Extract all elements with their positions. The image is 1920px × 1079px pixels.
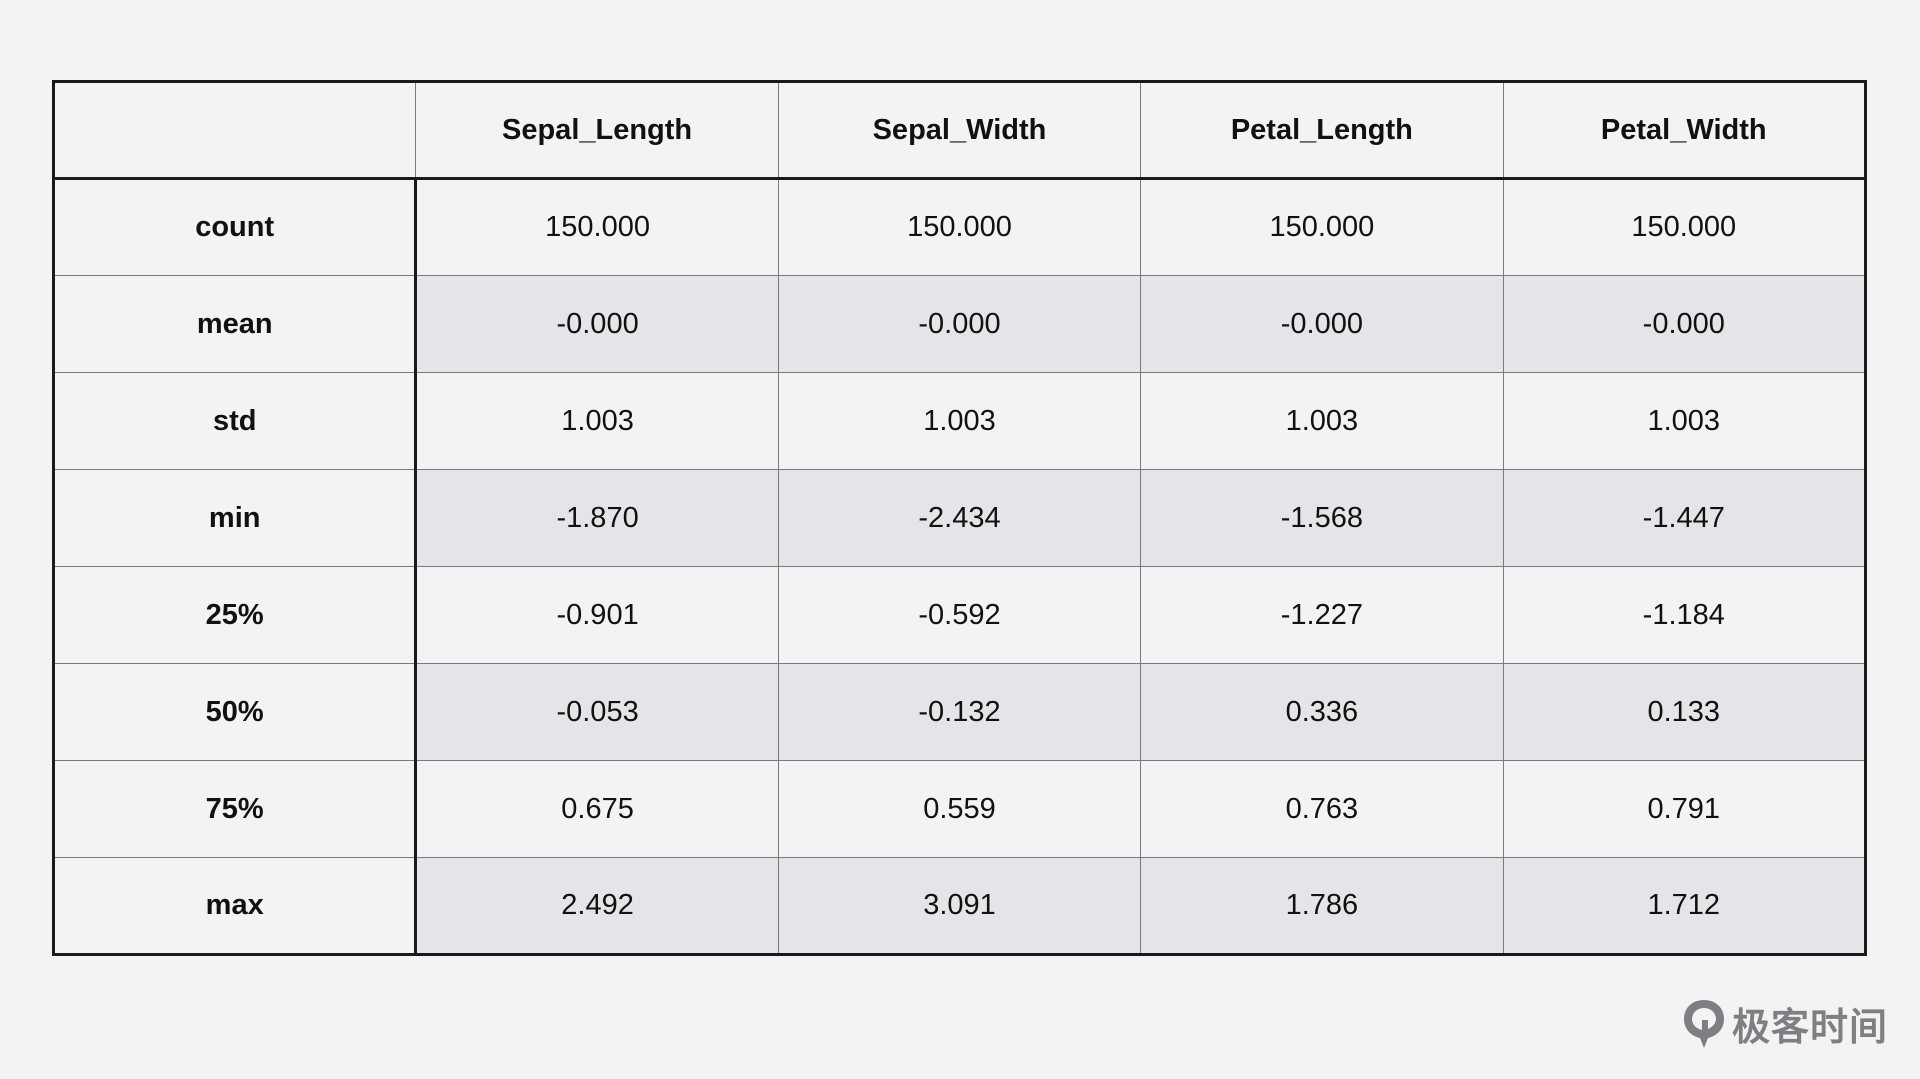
table-row: count 150.000 150.000 150.000 150.000 [53, 178, 1866, 276]
table-cell: -2.434 [777, 469, 1142, 567]
table-row: std 1.003 1.003 1.003 1.003 [53, 372, 1866, 470]
row-label-mean: mean [53, 275, 418, 373]
table-row: mean -0.000 -0.000 -0.000 -0.000 [53, 275, 1866, 373]
table-cell: -1.184 [1502, 566, 1866, 664]
table-cell: 3.091 [777, 857, 1142, 955]
table-row: 25% -0.901 -0.592 -1.227 -1.184 [53, 566, 1866, 664]
table-cell: 0.559 [777, 760, 1142, 858]
corner-cell [52, 81, 417, 180]
table-cell: 1.003 [415, 372, 779, 470]
table-cell: -1.227 [1140, 566, 1504, 664]
row-label-25-percent: 25% [53, 566, 418, 664]
table-cell: -0.901 [415, 566, 779, 664]
table-cell: 2.492 [415, 857, 779, 955]
row-label-std: std [53, 372, 418, 470]
statistics-table: Sepal_Length Sepal_Width Petal_Length Pe… [52, 80, 1867, 956]
watermark-logo: 极客时间 [1682, 996, 1888, 1051]
column-header-sepal-width: Sepal_Width [777, 81, 1142, 180]
column-header-petal-width: Petal_Width [1502, 81, 1866, 180]
row-label-50-percent: 50% [53, 663, 418, 761]
table-cell: -0.000 [777, 275, 1142, 373]
table-cell: 150.000 [415, 178, 779, 276]
table-cell: 1.712 [1502, 857, 1866, 955]
table-cell: 1.003 [1502, 372, 1866, 470]
row-label-max: max [53, 857, 418, 955]
table-cell: -0.592 [777, 566, 1142, 664]
table-cell: 0.133 [1502, 663, 1866, 761]
table-cell: -1.568 [1140, 469, 1504, 567]
table-cell: -0.132 [777, 663, 1142, 761]
watermark-text: 极客时间 [1731, 1005, 1888, 1049]
row-label-75-percent: 75% [53, 760, 418, 858]
table-cell: 0.763 [1140, 760, 1504, 858]
table-cell: -1.870 [415, 469, 779, 567]
column-header-petal-length: Petal_Length [1140, 81, 1504, 180]
column-header-sepal-length: Sepal_Length [415, 81, 779, 180]
row-label-min: min [53, 469, 418, 567]
table-cell: 0.675 [415, 760, 779, 858]
table-cell: 150.000 [1502, 178, 1866, 276]
table-row: 50% -0.053 -0.132 0.336 0.133 [53, 663, 1866, 761]
table-cell: 150.000 [1140, 178, 1504, 276]
geektime-logo-icon [1683, 999, 1724, 1048]
header-row: Sepal_Length Sepal_Width Petal_Length Pe… [52, 81, 1866, 180]
table-row: min -1.870 -2.434 -1.568 -1.447 [53, 469, 1866, 567]
table-cell: -0.000 [415, 275, 779, 373]
table-cell: 0.336 [1140, 663, 1504, 761]
table-cell: -0.000 [1140, 275, 1504, 373]
table-cell: 1.786 [1140, 857, 1504, 955]
table-cell: -0.053 [415, 663, 779, 761]
table-cell: 1.003 [777, 372, 1142, 470]
table-cell: 0.791 [1502, 760, 1866, 858]
row-label-count: count [53, 178, 418, 276]
table-row: max 2.492 3.091 1.786 1.712 [53, 857, 1866, 955]
table-cell: -0.000 [1502, 275, 1866, 373]
table-cell: 150.000 [777, 178, 1142, 276]
table-cell: -1.447 [1502, 469, 1866, 567]
table-row: 75% 0.675 0.559 0.763 0.791 [53, 760, 1866, 858]
table-cell: 1.003 [1140, 372, 1504, 470]
